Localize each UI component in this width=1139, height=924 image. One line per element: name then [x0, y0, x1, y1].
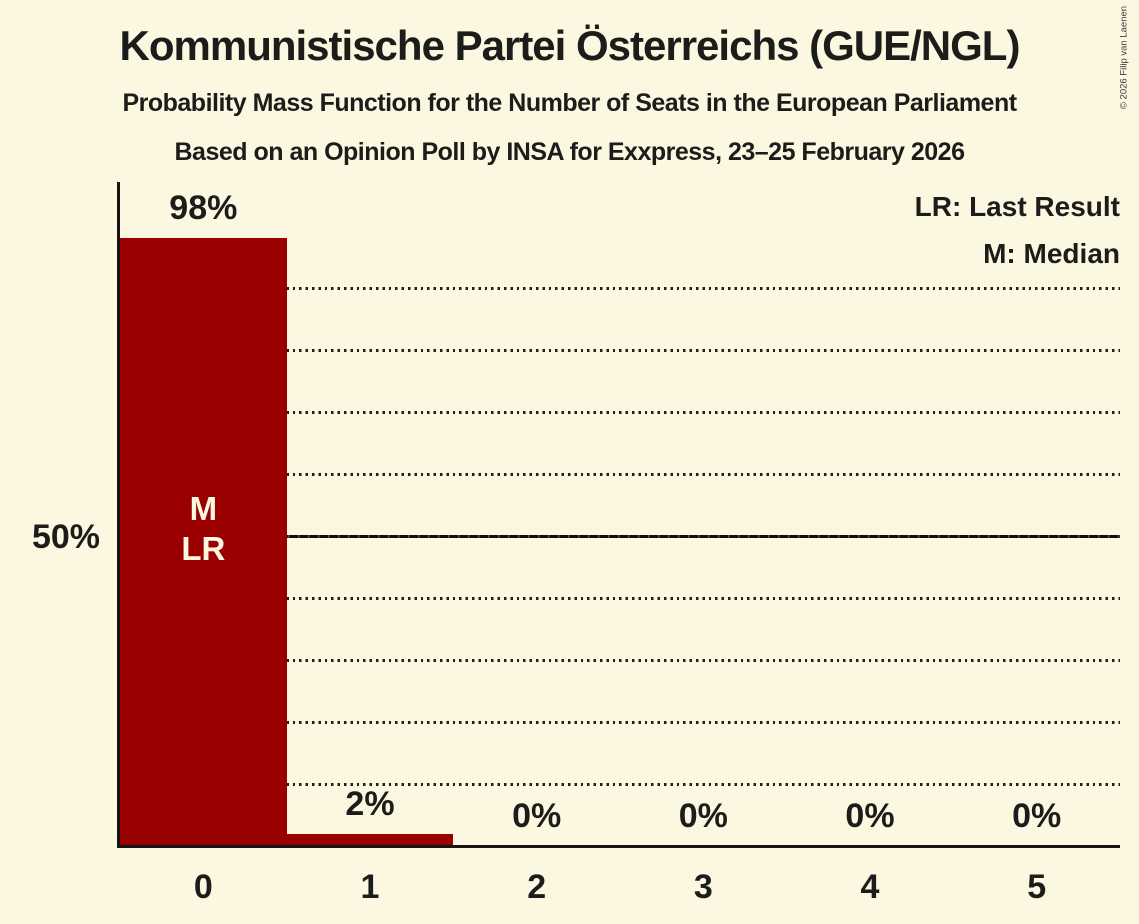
gridline-90pct — [120, 287, 1120, 290]
x-tick-label-5: 5 — [1027, 868, 1047, 906]
bar-value-label-4: 0% — [845, 797, 895, 835]
y-axis-line — [117, 182, 120, 848]
bar-value-label-0: 98% — [169, 189, 238, 228]
gridline-30pct — [120, 659, 1120, 662]
x-tick-label-2: 2 — [527, 868, 547, 906]
bar-1-seats — [286, 833, 454, 846]
x-tick-label-1: 1 — [360, 868, 380, 906]
bar-value-label-1: 2% — [345, 784, 395, 823]
bar-value-label-5: 0% — [1012, 797, 1062, 835]
bar-value-label-2: 0% — [512, 797, 562, 835]
legend-last-result: LR: Last Result — [914, 191, 1120, 222]
gridline-50pct — [120, 535, 1120, 538]
gridline-80pct — [120, 349, 1120, 352]
gridline-20pct — [120, 721, 1120, 724]
x-tick-label-3: 3 — [693, 868, 713, 906]
y-axis-tick-label: 50% — [31, 518, 100, 556]
chart-subtitle: Probability Mass Function for the Number… — [122, 89, 1017, 117]
legend-median: M: Median — [983, 238, 1120, 269]
median-last-result-marker: M LR — [181, 490, 226, 567]
chart-legend: LR: Last Result M: Median — [915, 183, 1120, 277]
bar-value-label-3: 0% — [678, 797, 728, 835]
x-tick-label-0: 0 — [193, 868, 213, 906]
x-axis-line — [117, 845, 1120, 848]
page-title: Kommunistische Partei Österreichs (GUE/N… — [119, 22, 1021, 69]
copyright-notice: © 2026 Filip van Laenen — [1118, 5, 1130, 110]
x-tick-label-4: 4 — [860, 868, 880, 906]
bar-0-seats — [120, 238, 287, 846]
gridline-60pct — [120, 473, 1120, 476]
gridline-70pct — [120, 411, 1120, 414]
gridline-10pct — [120, 783, 1120, 786]
gridline-40pct — [120, 597, 1120, 600]
poll-source-line: Based on an Opinion Poll by INSA for Exx… — [174, 138, 965, 166]
